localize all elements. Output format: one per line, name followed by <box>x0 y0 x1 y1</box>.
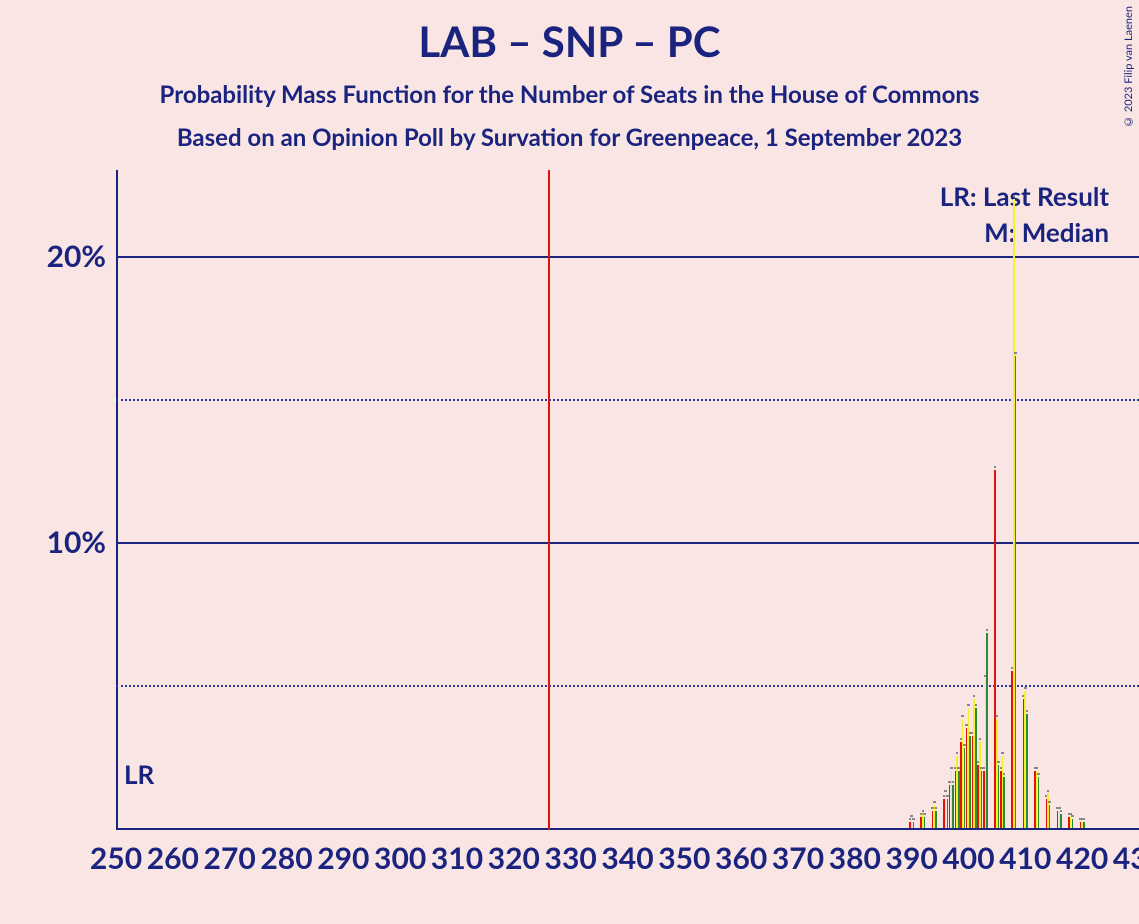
bar-cap <box>1048 801 1051 803</box>
x-tick-label: 420 <box>1056 840 1108 876</box>
bar-pc <box>913 822 915 828</box>
bar-pc <box>1015 356 1017 828</box>
x-tick-label: 360 <box>715 840 767 876</box>
y-tick-label: 10% <box>6 524 106 560</box>
x-tick-label: 350 <box>658 840 710 876</box>
bar-cap <box>979 738 982 740</box>
bar-pc <box>935 811 937 828</box>
subtitle-2: Based on an Opinion Poll by Survation fo… <box>0 109 1139 152</box>
copyright-text: © 2023 Filip van Laenen <box>1122 6 1135 128</box>
x-tick-label: 410 <box>999 840 1051 876</box>
bar-cap <box>923 813 926 815</box>
bar-cap <box>1014 352 1017 354</box>
x-axis <box>116 828 1139 830</box>
bar-cap <box>933 801 936 803</box>
chart-area: 10% 20% 250260270280290300310320330340350… <box>0 170 1139 924</box>
bar-pc <box>1083 822 1085 828</box>
subtitle-1: Probability Mass Function for the Number… <box>0 66 1139 109</box>
bar-pc <box>1003 777 1005 828</box>
bar-cap <box>997 761 1000 763</box>
bar-cap <box>956 752 959 754</box>
bar-cap <box>1058 807 1061 809</box>
x-tick-label: 250 <box>90 840 142 876</box>
x-tick-label: 290 <box>317 840 369 876</box>
bar-cap <box>1024 687 1027 689</box>
x-tick-label: 380 <box>829 840 881 876</box>
bar-cap <box>1060 810 1063 812</box>
x-tick-label: 280 <box>260 840 312 876</box>
bar-container <box>116 170 1139 828</box>
bar-pc <box>1049 805 1051 828</box>
bar-cap <box>1026 710 1029 712</box>
x-tick-label: 310 <box>431 840 483 876</box>
x-tick-label: 330 <box>545 840 597 876</box>
x-tick-label: 300 <box>374 840 426 876</box>
bar-cap <box>1083 818 1086 820</box>
page-title: LAB – SNP – PC <box>0 0 1139 66</box>
x-tick-label: 270 <box>204 840 256 876</box>
bar-cap <box>1013 195 1016 197</box>
x-tick-label: 320 <box>488 840 540 876</box>
bar-pc <box>1026 714 1028 828</box>
bar-cap <box>975 704 978 706</box>
bar-cap <box>1037 773 1040 775</box>
bar-cap <box>1069 813 1072 815</box>
bar-cap <box>1001 752 1004 754</box>
bar-cap <box>935 807 938 809</box>
bar-cap <box>950 767 953 769</box>
bar-cap <box>986 629 989 631</box>
bar-cap <box>912 818 915 820</box>
bar-cap <box>922 810 925 812</box>
x-tick-label: 260 <box>147 840 199 876</box>
x-tick-label: 340 <box>601 840 653 876</box>
bar-cap <box>910 815 913 817</box>
y-tick-label: 20% <box>6 238 106 274</box>
bar-pc <box>1072 819 1074 828</box>
bar-cap <box>1071 815 1074 817</box>
bar-cap <box>994 466 997 468</box>
bar-pc <box>1060 814 1062 828</box>
x-tick-label: 400 <box>942 840 994 876</box>
bar-pc <box>986 633 988 828</box>
bar-cap <box>973 695 976 697</box>
x-tick-label: 370 <box>772 840 824 876</box>
bar-cap <box>1003 773 1006 775</box>
bar-cap <box>961 715 964 717</box>
bar-cap <box>996 715 999 717</box>
bar-cap <box>1035 767 1038 769</box>
bar-pc <box>924 817 926 828</box>
bar-cap <box>944 790 947 792</box>
x-tick-label: 390 <box>886 840 938 876</box>
bar-cap <box>967 704 970 706</box>
bar-pc <box>1038 777 1040 828</box>
bar-cap <box>1047 790 1050 792</box>
x-tick-label: 430 <box>1113 840 1139 876</box>
